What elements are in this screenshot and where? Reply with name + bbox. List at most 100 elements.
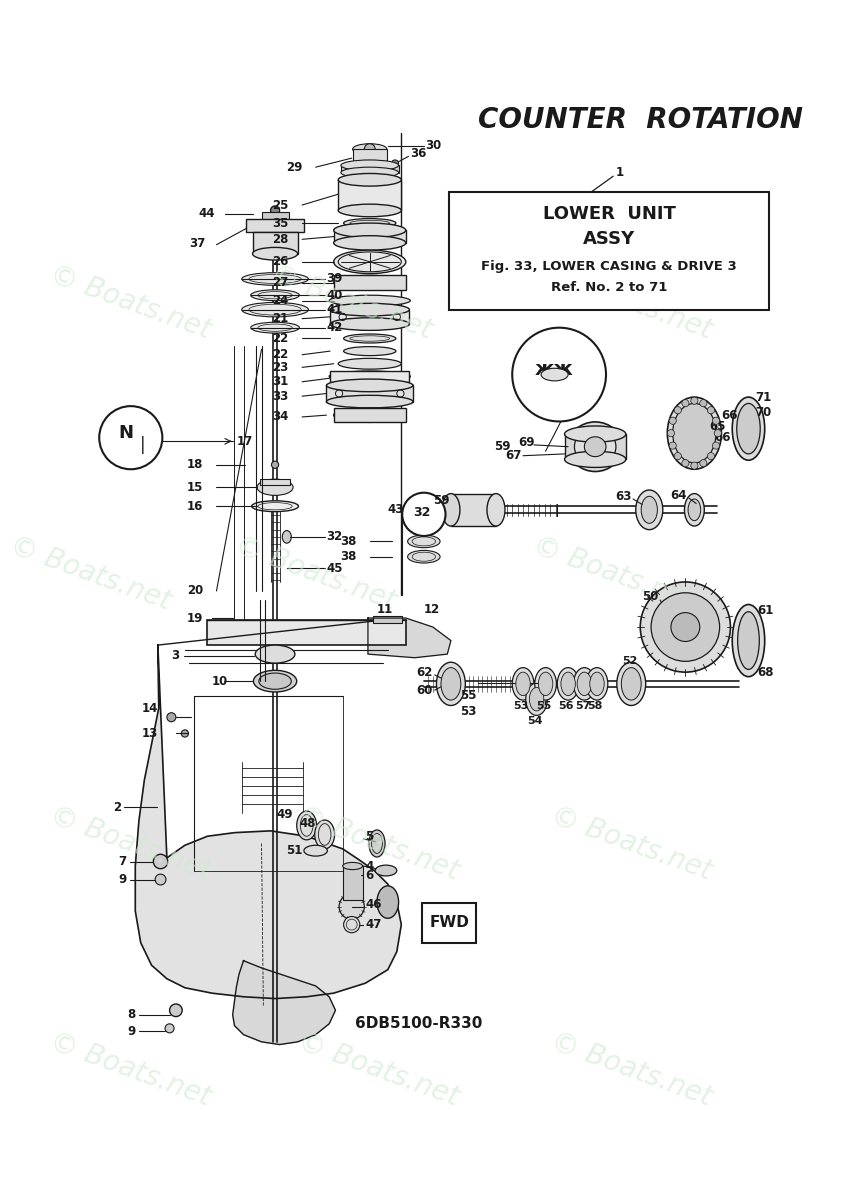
Text: 68: 68 xyxy=(757,666,774,679)
Text: 19: 19 xyxy=(187,612,203,624)
Ellipse shape xyxy=(516,672,530,696)
Text: 53: 53 xyxy=(460,706,477,719)
Ellipse shape xyxy=(369,830,385,857)
Text: © Boats.net: © Boats.net xyxy=(294,1027,463,1111)
Circle shape xyxy=(271,206,280,215)
Circle shape xyxy=(669,442,677,449)
Text: Ref. No. 2 to 71: Ref. No. 2 to 71 xyxy=(551,281,667,294)
Text: 25: 25 xyxy=(272,198,288,211)
Text: 38: 38 xyxy=(340,535,356,548)
Ellipse shape xyxy=(688,499,700,521)
Text: 54: 54 xyxy=(527,716,543,726)
Text: 38: 38 xyxy=(340,551,356,563)
Ellipse shape xyxy=(684,493,705,526)
Ellipse shape xyxy=(375,865,397,876)
Text: 39: 39 xyxy=(326,272,343,286)
Text: 32: 32 xyxy=(326,530,343,544)
Text: 50: 50 xyxy=(642,590,658,602)
Text: 1: 1 xyxy=(616,166,624,179)
Ellipse shape xyxy=(333,250,406,274)
Text: 64: 64 xyxy=(671,488,687,502)
Bar xyxy=(246,220,304,232)
Text: N: N xyxy=(119,424,134,442)
Ellipse shape xyxy=(338,204,401,217)
Ellipse shape xyxy=(565,426,626,442)
Text: 61: 61 xyxy=(757,605,774,617)
Ellipse shape xyxy=(333,408,406,422)
Text: 3: 3 xyxy=(171,649,180,662)
Ellipse shape xyxy=(304,845,327,856)
Ellipse shape xyxy=(641,497,657,523)
Text: 2: 2 xyxy=(113,800,121,814)
Bar xyxy=(338,180,401,210)
Text: © Boats.net: © Boats.net xyxy=(47,1027,215,1111)
Text: 22: 22 xyxy=(272,332,288,344)
Text: 5: 5 xyxy=(365,829,373,842)
Ellipse shape xyxy=(333,235,406,250)
Text: 7: 7 xyxy=(118,856,126,868)
Bar xyxy=(326,385,413,402)
Circle shape xyxy=(671,613,700,642)
Ellipse shape xyxy=(733,397,765,461)
Ellipse shape xyxy=(338,174,401,186)
Text: 48: 48 xyxy=(299,817,315,830)
Ellipse shape xyxy=(252,500,298,511)
Bar xyxy=(333,408,406,422)
Text: 66: 66 xyxy=(722,409,738,421)
Text: 27: 27 xyxy=(272,276,288,289)
Text: 55: 55 xyxy=(460,689,477,702)
Ellipse shape xyxy=(437,662,466,706)
Polygon shape xyxy=(232,961,336,1044)
Text: 34: 34 xyxy=(272,410,288,424)
Ellipse shape xyxy=(255,646,295,664)
Text: 60: 60 xyxy=(416,684,432,697)
Text: 36: 36 xyxy=(410,148,427,160)
Circle shape xyxy=(669,418,677,425)
Ellipse shape xyxy=(251,290,299,301)
Bar xyxy=(449,192,769,310)
Text: ASSY: ASSY xyxy=(583,230,635,248)
Ellipse shape xyxy=(297,811,316,840)
Ellipse shape xyxy=(586,667,608,700)
Bar xyxy=(333,230,406,242)
Text: 59: 59 xyxy=(494,440,510,454)
Circle shape xyxy=(691,397,698,404)
Text: 62: 62 xyxy=(416,666,432,679)
Bar xyxy=(330,371,410,382)
Text: © Boats.net: © Boats.net xyxy=(547,1027,716,1111)
Ellipse shape xyxy=(259,673,292,689)
Ellipse shape xyxy=(535,667,556,700)
Text: 12: 12 xyxy=(424,602,440,616)
Bar xyxy=(259,479,290,485)
Text: 71: 71 xyxy=(756,391,772,403)
Ellipse shape xyxy=(667,397,722,469)
Text: 69: 69 xyxy=(518,436,535,449)
Text: © Boats.net: © Boats.net xyxy=(6,530,175,616)
Ellipse shape xyxy=(636,490,663,529)
Ellipse shape xyxy=(487,493,505,526)
Text: 45: 45 xyxy=(326,562,343,575)
Text: 46: 46 xyxy=(365,899,382,911)
Bar xyxy=(208,620,406,646)
Text: 22: 22 xyxy=(272,348,288,361)
Text: 52: 52 xyxy=(622,656,637,666)
Text: 67: 67 xyxy=(505,449,522,462)
Circle shape xyxy=(271,461,279,468)
Ellipse shape xyxy=(282,530,292,544)
Text: 40: 40 xyxy=(326,289,343,301)
Text: 49: 49 xyxy=(276,808,293,821)
Text: 6DB5100-R330: 6DB5100-R330 xyxy=(354,1016,483,1031)
Ellipse shape xyxy=(672,403,716,463)
Bar xyxy=(373,617,402,624)
Ellipse shape xyxy=(254,671,297,692)
Ellipse shape xyxy=(251,323,299,334)
Text: 70: 70 xyxy=(756,406,772,419)
Ellipse shape xyxy=(538,672,553,696)
Text: 37: 37 xyxy=(189,238,205,251)
Ellipse shape xyxy=(253,247,298,260)
Ellipse shape xyxy=(568,422,622,472)
Text: 32: 32 xyxy=(413,506,431,520)
Text: © Boats.net: © Boats.net xyxy=(47,260,215,344)
Circle shape xyxy=(165,1024,174,1033)
Text: © Boats.net: © Boats.net xyxy=(232,530,400,616)
